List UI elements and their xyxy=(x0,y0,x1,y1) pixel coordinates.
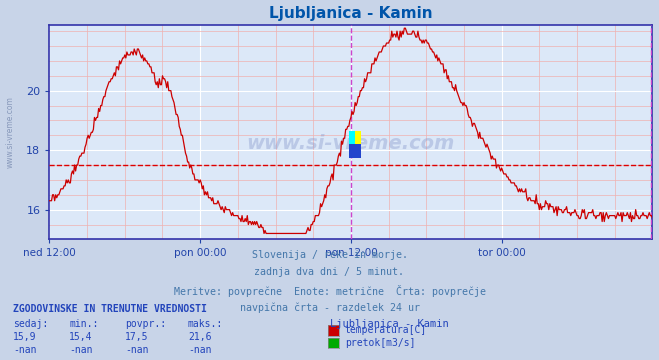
Text: min.:: min.: xyxy=(69,319,99,329)
Text: povpr.:: povpr.: xyxy=(125,319,166,329)
Text: Slovenija / reke in morje.: Slovenija / reke in morje. xyxy=(252,250,407,260)
Text: Ljubljanica - Kamin: Ljubljanica - Kamin xyxy=(330,319,448,329)
Text: Meritve: povprečne  Enote: metrične  Črta: povprečje: Meritve: povprečne Enote: metrične Črta:… xyxy=(173,285,486,297)
Text: 21,6: 21,6 xyxy=(188,332,212,342)
Title: Ljubljanica - Kamin: Ljubljanica - Kamin xyxy=(269,6,433,21)
Text: maks.:: maks.: xyxy=(188,319,223,329)
Bar xyxy=(349,144,361,158)
Text: navpična črta - razdelek 24 ur: navpična črta - razdelek 24 ur xyxy=(239,302,420,312)
Text: -nan: -nan xyxy=(125,345,149,355)
Text: www.si-vreme.com: www.si-vreme.com xyxy=(6,96,14,168)
Text: sedaj:: sedaj: xyxy=(13,319,48,329)
Text: pretok[m3/s]: pretok[m3/s] xyxy=(345,338,415,348)
Bar xyxy=(349,131,355,158)
Text: -nan: -nan xyxy=(69,345,93,355)
Text: temperatura[C]: temperatura[C] xyxy=(345,325,427,336)
Text: ZGODOVINSKE IN TRENUTNE VREDNOSTI: ZGODOVINSKE IN TRENUTNE VREDNOSTI xyxy=(13,304,207,314)
Text: zadnja dva dni / 5 minut.: zadnja dva dni / 5 minut. xyxy=(254,267,405,278)
Text: 15,4: 15,4 xyxy=(69,332,93,342)
Text: -nan: -nan xyxy=(13,345,37,355)
Bar xyxy=(349,131,361,158)
Text: -nan: -nan xyxy=(188,345,212,355)
Text: www.si-vreme.com: www.si-vreme.com xyxy=(246,134,455,153)
Text: 17,5: 17,5 xyxy=(125,332,149,342)
Text: 15,9: 15,9 xyxy=(13,332,37,342)
